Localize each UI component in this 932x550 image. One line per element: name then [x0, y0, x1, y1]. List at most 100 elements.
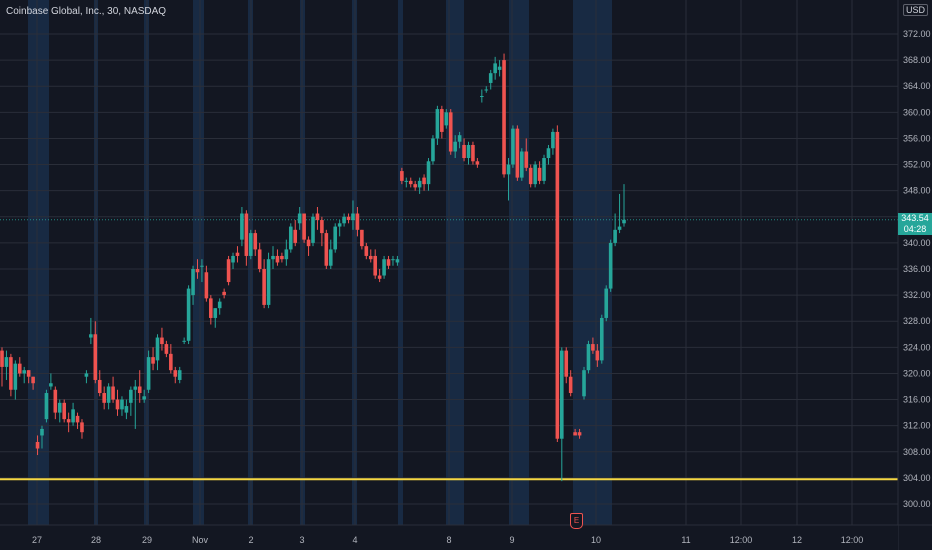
candle-body [297, 213, 302, 224]
candle-body [115, 399, 120, 410]
price-tick-label: 320.00 [903, 368, 931, 378]
candle-body [502, 60, 506, 175]
candle-body [320, 220, 324, 234]
time-tick-label: 12:00 [730, 535, 753, 545]
candle-body [524, 151, 529, 168]
price-tick-label: 348.00 [903, 186, 931, 196]
candlestick-series [0, 53, 626, 482]
price-tick-label: 336.00 [903, 264, 931, 274]
candle-body [257, 249, 262, 269]
price-tick-label: 304.00 [903, 473, 931, 483]
candle-body [124, 406, 129, 413]
candle-body [422, 177, 426, 185]
candle-body [324, 233, 329, 266]
candle-body [49, 383, 53, 387]
candle-body [520, 151, 524, 178]
candle-body [35, 441, 40, 449]
candle-body [417, 180, 422, 188]
candle-body [546, 148, 551, 159]
last-price-badge: 343.54 04:28 [898, 213, 932, 235]
time-tick-label: 12 [792, 535, 802, 545]
candle-body [209, 298, 213, 318]
candle-body [582, 370, 586, 397]
candle-body [386, 259, 391, 266]
time-tick-label: 8 [446, 535, 451, 545]
candle-body [191, 269, 195, 296]
candle-body [333, 226, 338, 250]
time-axis: 27 28 29 Nov 2 3 4 8 9 10 11 12:00 12 12:00 [0, 524, 932, 550]
candle-body [400, 171, 404, 181]
candle-body [426, 161, 431, 185]
candle-body [22, 370, 27, 374]
price-tick-label: 360.00 [903, 107, 931, 117]
candle-body [111, 386, 115, 400]
price-tick-label: 368.00 [903, 55, 931, 65]
candle-body [155, 337, 160, 361]
candle-body [395, 259, 400, 263]
candle-body [435, 109, 440, 139]
candle-body [484, 89, 489, 91]
candle-body [169, 353, 173, 371]
candle-body [164, 344, 169, 354]
earnings-marker-icon[interactable]: E [570, 513, 583, 529]
candle-body [97, 379, 102, 394]
price-tick-label: 300.00 [903, 499, 931, 509]
session-band [193, 0, 204, 525]
candle-body [200, 265, 204, 267]
candle-body [186, 288, 191, 341]
candle-body [146, 357, 151, 390]
candle-body [213, 308, 218, 318]
price-tick-label: 372.00 [903, 29, 931, 39]
time-tick-label: 28 [91, 535, 101, 545]
candle-body [533, 164, 537, 185]
time-axis-bg [0, 525, 898, 550]
candle-body [177, 370, 182, 380]
price-axis: 300.00 304.00 308.00 312.00 316.00 320.00 324.… [897, 0, 932, 550]
candle-body [231, 255, 235, 263]
candle-body [617, 226, 622, 230]
candle-body [506, 164, 511, 175]
price-tick-label: 316.00 [903, 395, 931, 405]
candle-body [253, 233, 258, 250]
candle-body [275, 255, 280, 263]
candle-body [591, 344, 595, 351]
candle-body [66, 419, 71, 423]
candle-body [555, 131, 560, 439]
grid-lines [0, 0, 898, 525]
candle-body [431, 138, 435, 162]
candle-body [173, 370, 178, 377]
price-tick-label: 324.00 [903, 342, 931, 352]
candle-body [240, 213, 244, 240]
candle-body [328, 249, 333, 266]
candle-body [471, 144, 475, 162]
price-tick-label: 352.00 [903, 160, 931, 170]
candle-body [564, 350, 569, 377]
candle-body [311, 216, 315, 243]
candle-body [235, 252, 240, 256]
candle-body [13, 363, 18, 390]
candle-body [182, 340, 186, 342]
candle-body [404, 180, 409, 182]
time-tick-label: Nov [192, 535, 209, 545]
candle-body [568, 376, 573, 394]
candle-body [444, 112, 449, 126]
candle-body [586, 344, 591, 371]
candle-body [71, 409, 75, 423]
price-tick-label: 312.00 [903, 421, 931, 431]
candle-body [604, 288, 609, 318]
price-tick-label: 340.00 [903, 238, 931, 248]
currency-badge[interactable]: USD [903, 4, 929, 16]
session-band [398, 0, 403, 525]
candle-body [488, 73, 493, 83]
last-price-value: 343.54 [901, 213, 929, 223]
candle-body [511, 128, 515, 165]
candle-body [560, 350, 564, 439]
candle-body [262, 269, 266, 305]
time-tick-label: 27 [32, 535, 42, 545]
candle-body [80, 422, 84, 433]
candle-body [120, 399, 124, 410]
candle-body [622, 219, 626, 224]
symbol-legend[interactable]: Coinbase Global, Inc., 30, NASDAQ [6, 6, 167, 17]
price-tick-label: 364.00 [903, 81, 931, 91]
